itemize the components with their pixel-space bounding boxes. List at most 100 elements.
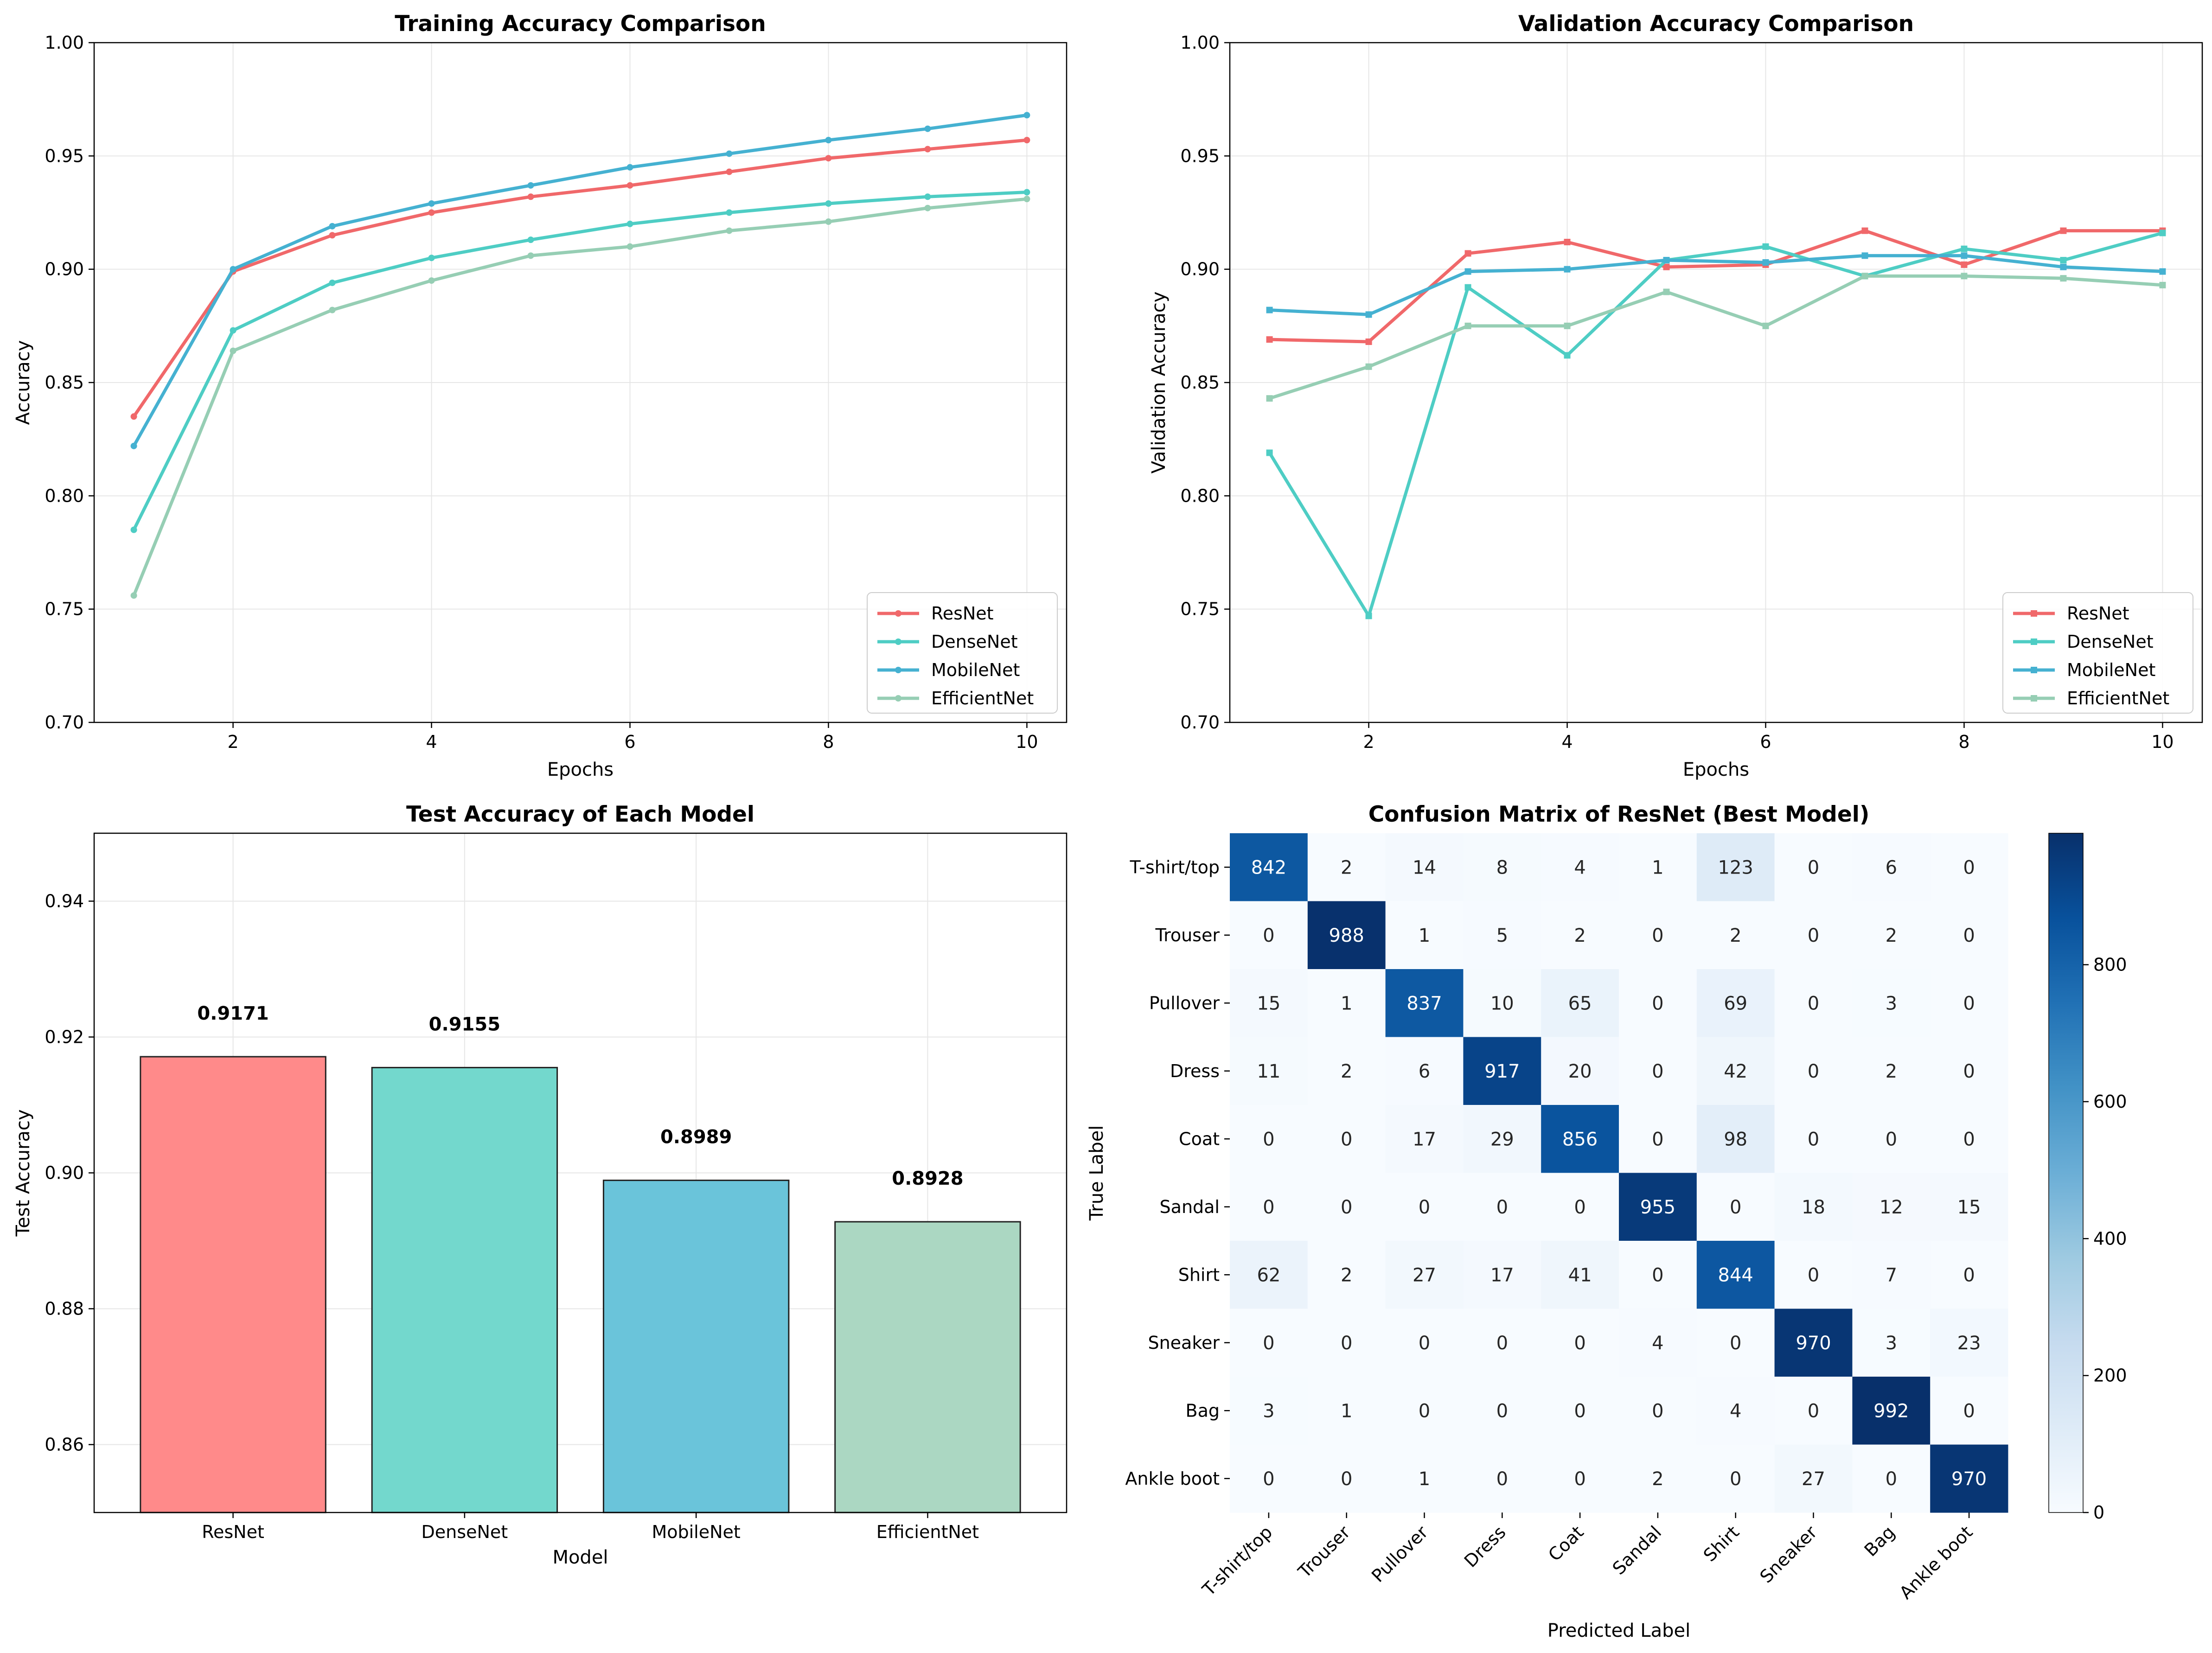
legend-marker [2031,610,2037,617]
x-tick-label: Ankle boot [1895,1522,1976,1603]
matrix-cell [1619,833,1697,901]
bar-value-label: 0.9155 [429,1014,500,1035]
x-tick-label: 4 [426,732,437,752]
data-point [329,279,336,286]
cell-value: 0 [1574,1400,1585,1422]
bar-mobilenet [602,1180,790,1513]
cell-value: 0 [1652,1129,1663,1150]
data-point [1762,259,1769,266]
x-tick-label: 6 [624,732,635,752]
data-point [130,592,137,599]
cell-value: 0 [1341,1129,1352,1150]
chart-val: 2 4 6 8 10 0.70 0.75 0.80 0.85 0.90 0.95 1.00 Valida… [1148,11,2203,780]
cell-value: 0 [1341,1468,1352,1490]
cell-value: 17 [1490,1264,1514,1286]
matrix-cell [1385,1308,1464,1377]
cell-value: 917 [1484,1061,1520,1082]
cell-value: 20 [1568,1061,1592,1082]
cell-value: 7 [1886,1264,1897,1286]
legend-marker [895,695,901,702]
y-tick-label: 0.80 [1180,485,1220,506]
data-point [1023,137,1030,144]
x-axis-label: Epochs [1683,759,1749,780]
data-point [1365,338,1372,345]
matrix-cell [1541,1241,1619,1309]
data-point [2060,257,2067,264]
cell-value: 12 [1880,1197,1903,1218]
data-point [1365,613,1372,619]
legend-label: MobileNet [931,660,1020,680]
matrix-cell [1619,1308,1697,1377]
matrix-cell [1696,901,1775,970]
cell-value: 3 [1263,1400,1274,1422]
y-tick-label: T-shirt/top [1130,857,1220,877]
legend-label: EfficientNet [2067,688,2169,708]
cell-value: 4 [1730,1400,1741,1422]
matrix-cell [1230,833,1308,901]
data-point [726,168,733,175]
legend-label: EfficientNet [931,688,1034,708]
matrix-cell [1385,1241,1464,1309]
matrix-cell [1463,901,1541,970]
colorbar-tick-label: 800 [2093,955,2127,975]
cell-value: 0 [1808,925,1819,946]
data-point [2159,281,2166,288]
cell-value: 0 [1419,1197,1430,1218]
series-line-mobilenet [132,113,1027,447]
x-tick-label: 10 [1016,732,1038,752]
cell-value: 2 [1574,925,1585,946]
matrix-cell [1774,1377,1853,1445]
data-point [230,327,237,334]
data-point [924,193,931,200]
matrix-cell [1230,1308,1308,1377]
matrix-cell [1930,1377,2008,1445]
matrix-cell [1230,901,1308,970]
legend-box [867,592,1058,714]
matrix-cell [1774,1241,1853,1309]
data-point [627,243,633,250]
y-tick-label: 0.94 [45,891,84,912]
cell-value: 3 [1886,1333,1897,1354]
cell-value: 10 [1490,993,1514,1014]
matrix-cell [1696,1308,1775,1377]
matrix-cell [1774,1037,1853,1105]
chart-title: Test Accuracy of Each Model [406,802,754,827]
cell-value: 0 [1963,1264,1975,1286]
series-line-efficientnet [132,197,1027,596]
matrix-cell [1852,1377,1931,1445]
data-point [329,306,336,313]
cell-value: 0 [1963,1129,1975,1150]
matrix-cell [1619,969,1697,1037]
legend-label: MobileNet [2067,660,2155,680]
legend-marker [895,610,901,617]
cell-value: 14 [1413,857,1436,878]
data-point [428,277,435,284]
data-point [527,193,534,200]
cell-value: 2 [1886,925,1897,946]
data-point [1266,395,1273,402]
matrix-cell [1619,1105,1697,1173]
cell-value: 970 [1951,1468,1987,1490]
cell-value: 98 [1724,1129,1747,1150]
legend-box [2002,592,2193,714]
cell-value: 15 [1257,993,1280,1014]
matrix-cell [1696,1241,1775,1309]
y-tick-label: Shirt [1178,1264,1220,1285]
matrix-cell [1385,901,1464,970]
matrix-cell [1541,1105,1619,1173]
legend-label: ResNet [2067,603,2129,624]
data-point [1564,239,1571,246]
x-tick-label: EfficientNet [876,1522,979,1542]
data-point [924,125,931,132]
x-tick-label: Coat [1544,1522,1587,1565]
data-point [1564,322,1571,329]
colorbar-tick-label: 400 [2093,1228,2127,1249]
cell-value: 29 [1490,1129,1514,1150]
colorbar-tick-label: 0 [2093,1502,2104,1523]
cell-value: 0 [1419,1400,1430,1422]
matrix-cell [1930,1173,2008,1241]
y-tick-label: Sandal [1160,1197,1220,1217]
matrix-cell [1696,1173,1775,1241]
matrix-cell [1463,969,1541,1037]
cell-value: 1 [1652,857,1663,878]
